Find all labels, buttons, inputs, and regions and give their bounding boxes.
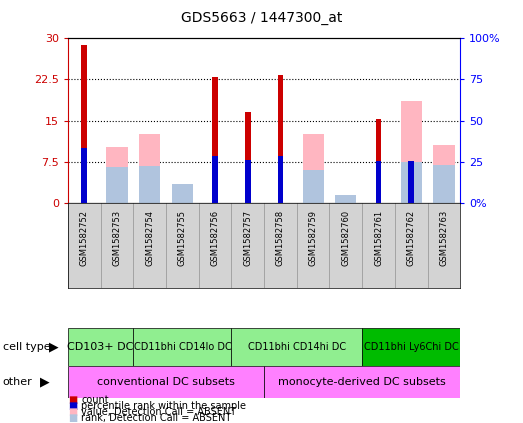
Bar bbox=[245, 160, 251, 203]
Bar bbox=[172, 184, 193, 203]
Bar bbox=[82, 148, 87, 203]
Text: GSM1582754: GSM1582754 bbox=[145, 210, 154, 266]
Text: rank, Detection Call = ABSENT: rank, Detection Call = ABSENT bbox=[81, 412, 231, 423]
Text: count: count bbox=[81, 395, 109, 405]
Text: CD11bhi Ly6Chi DC: CD11bhi Ly6Chi DC bbox=[364, 342, 459, 352]
Text: monocyte-derived DC subsets: monocyte-derived DC subsets bbox=[278, 377, 446, 387]
Bar bbox=[408, 161, 414, 203]
Text: conventional DC subsets: conventional DC subsets bbox=[97, 377, 235, 387]
Bar bbox=[433, 146, 454, 203]
Text: GSM1582756: GSM1582756 bbox=[211, 210, 220, 266]
Text: GSM1582758: GSM1582758 bbox=[276, 210, 285, 266]
Text: ■: ■ bbox=[68, 407, 77, 417]
Bar bbox=[401, 102, 422, 203]
Text: GDS5663 / 1447300_at: GDS5663 / 1447300_at bbox=[181, 11, 342, 25]
Text: other: other bbox=[3, 377, 32, 387]
Text: ■: ■ bbox=[68, 412, 77, 423]
Bar bbox=[245, 113, 251, 203]
Bar bbox=[212, 157, 218, 203]
Bar bbox=[139, 135, 161, 203]
Bar bbox=[264, 366, 460, 398]
Bar bbox=[278, 157, 283, 203]
Text: GSM1582763: GSM1582763 bbox=[439, 210, 448, 266]
Text: CD103+ DC: CD103+ DC bbox=[67, 342, 134, 352]
Bar bbox=[302, 170, 324, 203]
Bar bbox=[68, 328, 133, 366]
Bar bbox=[302, 135, 324, 203]
Bar bbox=[376, 161, 381, 203]
Bar bbox=[231, 328, 362, 366]
Text: GSM1582759: GSM1582759 bbox=[309, 210, 317, 266]
Text: CD11bhi CD14lo DC: CD11bhi CD14lo DC bbox=[133, 342, 231, 352]
Text: GSM1582762: GSM1582762 bbox=[407, 210, 416, 266]
Text: ■: ■ bbox=[68, 395, 77, 405]
Text: percentile rank within the sample: percentile rank within the sample bbox=[81, 401, 246, 411]
Text: ■: ■ bbox=[68, 401, 77, 411]
Text: value, Detection Call = ABSENT: value, Detection Call = ABSENT bbox=[81, 407, 236, 417]
Bar bbox=[278, 75, 283, 203]
Bar bbox=[139, 165, 161, 203]
Text: GSM1582755: GSM1582755 bbox=[178, 210, 187, 266]
Text: GSM1582757: GSM1582757 bbox=[243, 210, 252, 266]
Bar bbox=[68, 366, 264, 398]
Bar bbox=[212, 77, 218, 203]
Text: GSM1582761: GSM1582761 bbox=[374, 210, 383, 266]
Text: GSM1582753: GSM1582753 bbox=[112, 210, 121, 266]
Text: GSM1582752: GSM1582752 bbox=[80, 210, 89, 266]
Text: ▶: ▶ bbox=[40, 375, 49, 388]
Text: cell type: cell type bbox=[3, 342, 50, 352]
Bar bbox=[133, 328, 231, 366]
Bar bbox=[335, 195, 357, 203]
Bar bbox=[106, 147, 128, 203]
Bar bbox=[376, 119, 381, 203]
Bar bbox=[401, 162, 422, 203]
Text: CD11bhi CD14hi DC: CD11bhi CD14hi DC bbox=[248, 342, 346, 352]
Bar bbox=[106, 167, 128, 203]
Text: GSM1582760: GSM1582760 bbox=[342, 210, 350, 266]
Text: ▶: ▶ bbox=[49, 341, 59, 353]
Bar bbox=[82, 45, 87, 203]
Bar bbox=[362, 328, 460, 366]
Bar bbox=[433, 165, 454, 203]
